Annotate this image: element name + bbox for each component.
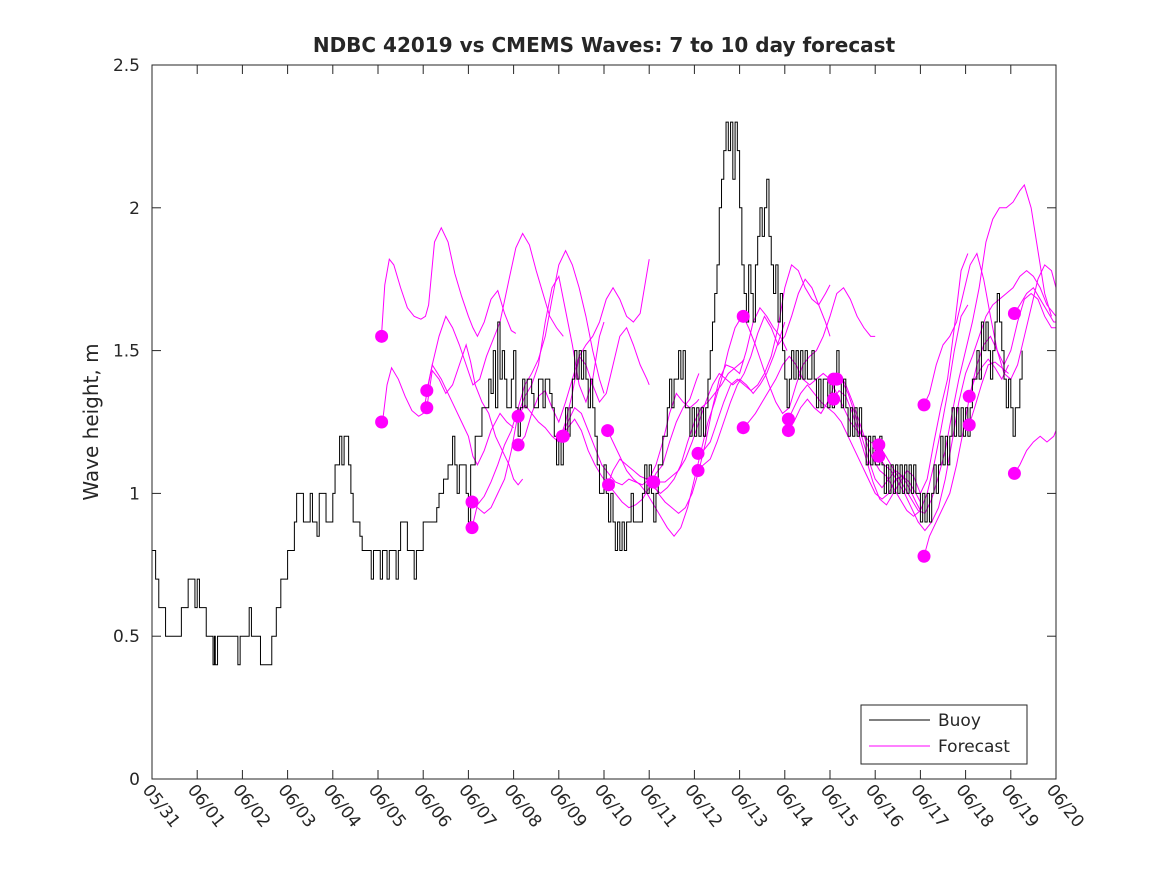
y-tick-label-0: 0	[129, 770, 140, 790]
forecast-marker-4	[465, 495, 479, 509]
forecast-marker-0	[375, 329, 389, 343]
forecast-line-6	[517, 259, 650, 446]
y-axis-label: Wave height, m	[79, 343, 103, 500]
forecast-line-10	[607, 313, 745, 538]
forecast-marker-14	[691, 446, 705, 460]
forecast-line-4	[471, 274, 605, 515]
forecast-line-25	[923, 292, 1056, 557]
y-tick-label-1: 0.5	[113, 627, 140, 647]
y-tick-label-3: 1.5	[113, 342, 140, 362]
forecast-line-23	[878, 269, 1057, 532]
forecast-line-8	[561, 373, 700, 509]
forecast-marker-24	[872, 449, 886, 463]
legend-box	[860, 704, 1028, 765]
chart-title: NDBC 42019 vs CMEMS Waves: 7 to 10 day f…	[313, 33, 896, 57]
forecast-line-12	[652, 306, 788, 515]
forecast-line-3	[426, 343, 524, 486]
series-layer	[152, 121, 1057, 666]
forecast-line-29	[1013, 430, 1057, 474]
forecast-line-27	[968, 361, 1009, 426]
forecast-marker-28	[962, 418, 976, 432]
forecast-line-13	[652, 321, 786, 483]
legend-label-buoy: Buoy	[938, 711, 981, 731]
marker-layer	[375, 306, 1021, 563]
y-tick-label-2: 1	[129, 484, 140, 504]
forecast-line-1	[382, 363, 514, 466]
forecast-marker-17	[736, 421, 750, 435]
plot-area	[152, 65, 1056, 779]
forecast-marker-30	[1007, 466, 1021, 480]
forecast-marker-1	[375, 415, 389, 429]
forecast-marker-13	[647, 475, 661, 489]
forecast-marker-25	[917, 398, 931, 412]
y-tick-label-4: 2	[129, 199, 140, 219]
forecast-marker-10	[601, 424, 615, 438]
forecast-marker-16	[736, 309, 750, 323]
buoy-line	[152, 121, 1023, 666]
forecast-line-2	[426, 232, 564, 391]
forecast-marker-6	[511, 409, 525, 423]
forecast-marker-3	[420, 401, 434, 415]
forecast-marker-11	[602, 478, 616, 492]
forecast-line-14	[697, 278, 831, 471]
forecast-marker-22	[830, 372, 844, 386]
forecast-line-5	[471, 249, 605, 528]
forecast-line-9	[561, 392, 700, 486]
forecast-marker-27	[962, 389, 976, 403]
forecast-marker-18	[781, 412, 795, 426]
y-tick-label-5: 2.5	[113, 56, 140, 76]
legend: Buoy Forecast	[860, 704, 1028, 765]
forecast-marker-29	[1007, 306, 1021, 320]
forecast-marker-23	[872, 438, 886, 452]
forecast-line-15	[697, 264, 831, 454]
forecast-line-0	[381, 226, 517, 338]
forecast-marker-15	[691, 464, 705, 478]
forecast-marker-7	[511, 438, 525, 452]
forecast-marker-26	[917, 549, 931, 563]
forecast-marker-19	[781, 424, 795, 438]
forecast-line-24	[923, 252, 1057, 406]
forecast-marker-2	[420, 384, 434, 398]
forecast-marker-9	[556, 429, 570, 443]
forecast-marker-21	[827, 392, 841, 406]
legend-label-forecast: Forecast	[938, 737, 1010, 757]
forecast-line-28	[1013, 287, 1056, 323]
forecast-line-16	[742, 287, 876, 415]
forecast-marker-5	[465, 521, 479, 535]
